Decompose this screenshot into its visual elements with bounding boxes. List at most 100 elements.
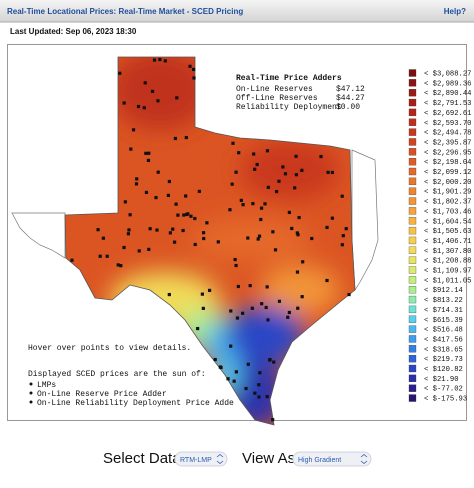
node-point[interactable] bbox=[268, 357, 272, 362]
node-point[interactable] bbox=[257, 383, 261, 387]
node-point[interactable] bbox=[174, 202, 178, 206]
node-point[interactable] bbox=[310, 236, 314, 241]
node-point[interactable] bbox=[271, 418, 275, 422]
node-point[interactable] bbox=[296, 233, 300, 237]
node-point[interactable] bbox=[251, 202, 255, 206]
node-point[interactable] bbox=[266, 318, 270, 322]
node-point[interactable] bbox=[229, 309, 233, 313]
node-point[interactable] bbox=[188, 64, 192, 68]
node-point[interactable] bbox=[253, 391, 257, 395]
node-point[interactable] bbox=[301, 260, 305, 264]
node-point[interactable] bbox=[70, 258, 74, 262]
node-point[interactable] bbox=[158, 57, 162, 62]
node-point[interactable] bbox=[325, 225, 329, 230]
node-point[interactable] bbox=[300, 168, 304, 172]
node-point[interactable] bbox=[263, 202, 267, 206]
node-point[interactable] bbox=[297, 215, 301, 220]
node-point[interactable] bbox=[248, 283, 252, 288]
node-point[interactable] bbox=[126, 232, 130, 236]
node-point[interactable] bbox=[264, 305, 268, 310]
node-point[interactable] bbox=[235, 316, 240, 320]
node-point[interactable] bbox=[219, 365, 223, 370]
node-point[interactable] bbox=[128, 213, 132, 217]
node-point[interactable] bbox=[253, 167, 257, 171]
node-point[interactable] bbox=[207, 288, 212, 293]
node-point[interactable] bbox=[325, 278, 329, 283]
node-point[interactable] bbox=[127, 228, 131, 232]
node-point[interactable] bbox=[347, 292, 351, 297]
node-point[interactable] bbox=[273, 248, 278, 252]
node-point[interactable] bbox=[143, 81, 147, 85]
node-point[interactable] bbox=[230, 182, 234, 186]
node-point[interactable] bbox=[191, 67, 196, 72]
node-point[interactable] bbox=[277, 179, 281, 183]
node-point[interactable] bbox=[119, 264, 123, 268]
node-point[interactable] bbox=[136, 104, 141, 109]
node-point[interactable] bbox=[287, 210, 291, 215]
node-point[interactable] bbox=[283, 172, 288, 176]
node-point[interactable] bbox=[344, 227, 348, 231]
node-point[interactable] bbox=[186, 212, 190, 216]
node-point[interactable] bbox=[257, 395, 261, 399]
node-point[interactable] bbox=[131, 128, 136, 132]
node-point[interactable] bbox=[265, 149, 270, 153]
node-point[interactable] bbox=[193, 242, 197, 247]
node-point[interactable] bbox=[147, 151, 151, 155]
node-point[interactable] bbox=[266, 185, 270, 189]
node-point[interactable] bbox=[229, 344, 233, 348]
node-point[interactable] bbox=[144, 151, 148, 155]
node-point[interactable] bbox=[96, 228, 100, 232]
select-data-dropdown[interactable] bbox=[174, 451, 228, 467]
node-point[interactable] bbox=[184, 194, 188, 198]
node-point[interactable] bbox=[200, 292, 204, 296]
node-point[interactable] bbox=[163, 59, 167, 63]
node-point[interactable] bbox=[271, 230, 275, 234]
node-point[interactable] bbox=[255, 162, 259, 167]
node-point[interactable] bbox=[259, 206, 264, 210]
node-point[interactable] bbox=[233, 258, 237, 262]
node-point[interactable] bbox=[176, 213, 180, 217]
node-point[interactable] bbox=[234, 263, 238, 268]
node-point[interactable] bbox=[281, 165, 285, 169]
node-point[interactable] bbox=[182, 213, 186, 217]
node-point[interactable] bbox=[142, 106, 146, 110]
node-point[interactable] bbox=[295, 270, 300, 274]
node-point[interactable] bbox=[201, 306, 205, 310]
node-point[interactable] bbox=[236, 284, 240, 289]
node-point[interactable] bbox=[241, 311, 245, 315]
node-point[interactable] bbox=[181, 228, 185, 233]
node-point[interactable] bbox=[134, 182, 139, 186]
node-point[interactable] bbox=[326, 170, 330, 174]
node-point[interactable] bbox=[172, 240, 177, 244]
node-point[interactable] bbox=[290, 226, 294, 231]
view-as-dropdown[interactable] bbox=[292, 451, 372, 467]
node-point[interactable] bbox=[296, 306, 300, 310]
node-point[interactable] bbox=[201, 231, 206, 235]
node-point[interactable] bbox=[152, 58, 157, 62]
node-point[interactable] bbox=[101, 236, 105, 240]
select-data-value[interactable]: RTM-LMP bbox=[180, 457, 212, 464]
node-point[interactable] bbox=[146, 158, 151, 163]
node-point[interactable] bbox=[129, 147, 133, 151]
node-point[interactable] bbox=[319, 154, 323, 159]
node-point[interactable] bbox=[252, 152, 256, 156]
node-point[interactable] bbox=[168, 231, 172, 235]
node-point[interactable] bbox=[330, 170, 334, 175]
node-point[interactable] bbox=[116, 263, 120, 267]
node-point[interactable] bbox=[250, 306, 254, 310]
node-point[interactable] bbox=[226, 377, 230, 381]
node-point[interactable] bbox=[173, 136, 178, 141]
node-point[interactable] bbox=[156, 99, 160, 103]
node-point[interactable] bbox=[241, 203, 245, 207]
node-point[interactable] bbox=[258, 371, 262, 375]
node-point[interactable] bbox=[167, 292, 171, 297]
node-point[interactable] bbox=[216, 240, 220, 244]
node-point[interactable] bbox=[259, 217, 263, 222]
node-point[interactable] bbox=[156, 170, 160, 174]
node-point[interactable] bbox=[340, 194, 344, 198]
node-point[interactable] bbox=[148, 227, 152, 231]
node-point[interactable] bbox=[265, 394, 269, 399]
node-point[interactable] bbox=[193, 216, 197, 221]
node-point[interactable] bbox=[202, 236, 206, 241]
node-point[interactable] bbox=[294, 154, 298, 158]
